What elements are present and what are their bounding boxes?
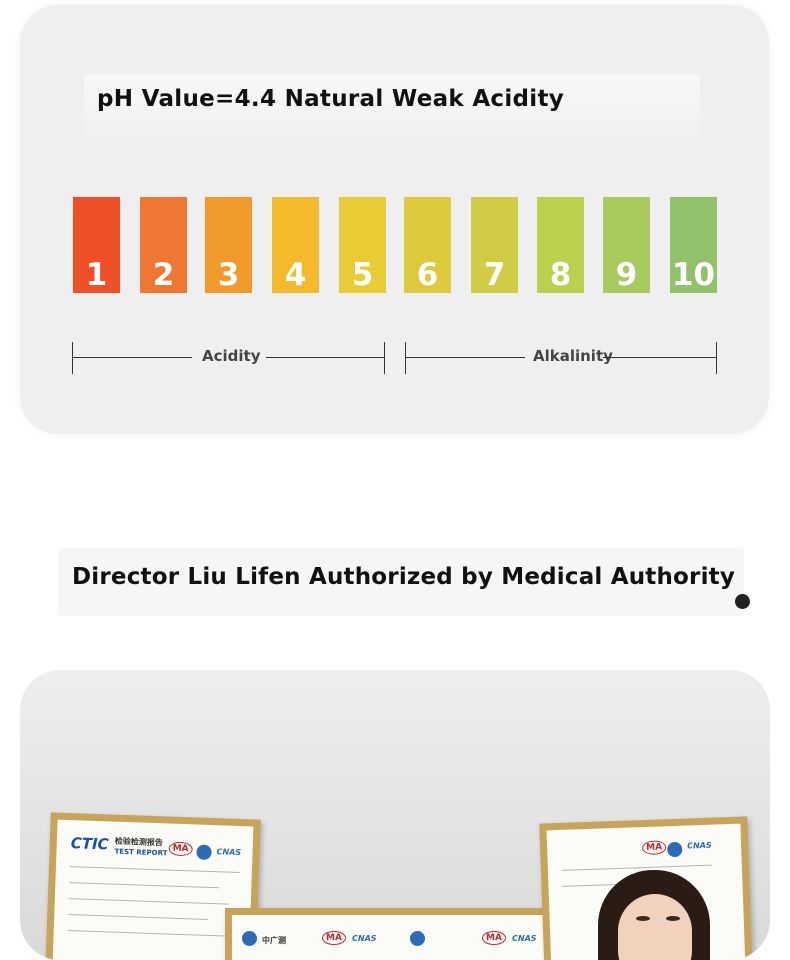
- ph-swatch-8: 8: [537, 197, 584, 293]
- title-highlight-band: [84, 74, 700, 136]
- certificate-left: CTIC 检验检测报告 TEST REPORT MA CNAS: [52, 819, 254, 960]
- seal-icon: [410, 931, 425, 946]
- ma-mark-icon: MA: [641, 840, 667, 856]
- ph-swatch-5: 5: [339, 197, 386, 293]
- ctic-logo: CTIC: [70, 834, 109, 854]
- authority-headline: Director Liu Lifen Authorized by Medical…: [72, 564, 736, 590]
- acidity-range-right-tick: [384, 342, 385, 374]
- ph-swatch-label: 5: [351, 257, 374, 293]
- certificate-left-subtitle: TEST REPORT: [114, 847, 168, 858]
- seal-icon: [196, 844, 212, 861]
- ph-swatch-label: 3: [217, 257, 240, 293]
- cnas-logo: CNAS: [352, 934, 377, 943]
- ph-swatch-label: 10: [671, 257, 716, 293]
- ph-swatch-label: 1: [85, 257, 108, 293]
- certificate-left-cn-title: 检验检测报告: [114, 836, 164, 848]
- certificate-frame-middle: 中广测 MA CNAS MA CNAS: [225, 908, 565, 960]
- acidity-label: Acidity: [202, 347, 261, 365]
- acidity-range-line-right: [266, 357, 384, 358]
- ph-swatch-10: 10: [670, 197, 717, 293]
- cnas-logo: CNAS: [512, 934, 537, 943]
- doc-rule: [69, 882, 220, 889]
- cnas-logo: CNAS: [686, 840, 712, 851]
- cnas-logo: CNAS: [216, 847, 242, 858]
- acidity-range-line-left: [72, 357, 192, 358]
- doc-rule: [67, 930, 233, 937]
- portrait-eye: [666, 916, 680, 921]
- alkalinity-range-left-tick: [405, 342, 406, 374]
- ph-swatch-1: 1: [73, 197, 120, 293]
- doc-rule: [68, 914, 209, 920]
- seal-icon: [666, 841, 683, 858]
- ph-swatch-label: 8: [549, 257, 572, 293]
- ph-swatch-label: 4: [284, 257, 307, 293]
- alkalinity-label: Alkalinity: [533, 347, 613, 365]
- alkalinity-range-line-left: [405, 357, 525, 358]
- headline-band: [58, 548, 744, 616]
- ma-mark-icon: MA: [168, 841, 193, 857]
- ph-swatch-7: 7: [471, 197, 518, 293]
- doc-rule: [68, 898, 229, 905]
- ph-title: pH Value=4.4 Natural Weak Acidity: [97, 86, 565, 112]
- director-portrait: [590, 870, 720, 960]
- ph-swatch-label: 6: [416, 257, 439, 293]
- certificate-middle: 中广测 MA CNAS MA CNAS: [232, 915, 558, 960]
- ph-swatch-4: 4: [272, 197, 319, 293]
- doc-rule: [69, 866, 240, 874]
- certificate-middle-brand: 中广测: [262, 936, 286, 945]
- portrait-face: [618, 894, 692, 960]
- ph-swatch-2: 2: [140, 197, 187, 293]
- ph-swatch-3: 3: [205, 197, 252, 293]
- ph-swatch-label: 7: [483, 257, 506, 293]
- ph-swatch-label: 9: [615, 257, 638, 293]
- ph-swatch-6: 6: [404, 197, 451, 293]
- ph-swatch-9: 9: [603, 197, 650, 293]
- alkalinity-range-right-tick: [716, 342, 717, 374]
- acidity-range-left-tick: [72, 342, 73, 374]
- seal-icon: [242, 931, 257, 946]
- alkalinity-range-line-right: [603, 357, 716, 358]
- ph-swatch-label: 2: [152, 257, 175, 293]
- ph-value-card: [20, 5, 769, 434]
- certificates-photo-card: CTIC 检验检测报告 TEST REPORT MA CNAS 中广测 MA C…: [20, 670, 770, 960]
- portrait-eye: [636, 916, 650, 921]
- bullet-dot: [735, 594, 750, 609]
